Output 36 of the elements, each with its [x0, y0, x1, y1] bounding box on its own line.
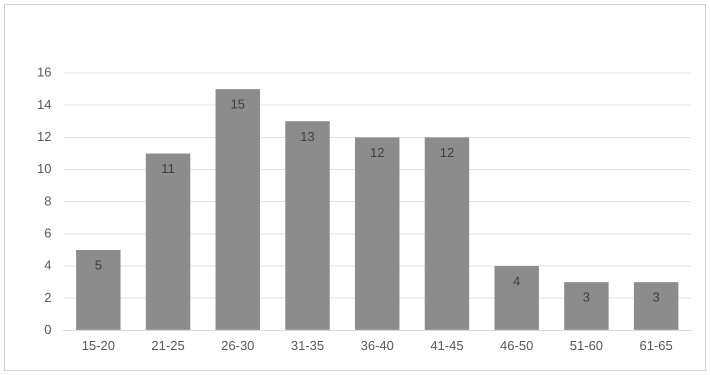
data-label: 12 — [370, 144, 384, 160]
y-tick-label: 4 — [44, 258, 52, 273]
y-tick-label: 6 — [44, 225, 52, 240]
x-tick-label: 46-50 — [500, 338, 534, 353]
x-tick-label: 51-60 — [570, 338, 604, 353]
bar — [285, 121, 330, 330]
x-tick-label: 36-40 — [360, 338, 394, 353]
y-tick-label: 16 — [36, 64, 52, 80]
bar — [216, 89, 260, 330]
x-tick-label: 31-35 — [290, 338, 324, 353]
data-label: 15 — [230, 96, 246, 112]
bar — [564, 282, 609, 330]
bar — [424, 137, 470, 330]
y-tick-label: 2 — [44, 290, 52, 305]
data-label: 11 — [161, 161, 175, 176]
y-tick-label: 0 — [44, 322, 52, 337]
data-label: 3 — [652, 290, 660, 305]
y-tick-label: 14 — [36, 96, 52, 112]
x-tick-label: 26-30 — [221, 338, 254, 353]
data-label: 3 — [582, 290, 590, 305]
bar — [494, 266, 539, 330]
data-label: 4 — [513, 274, 520, 289]
bar — [355, 137, 400, 330]
x-tick-label: 41-45 — [430, 338, 464, 353]
y-tick-label: 8 — [44, 193, 52, 208]
bar — [634, 282, 678, 330]
bar — [76, 250, 121, 330]
y-tick-label: 10 — [36, 161, 52, 176]
x-tick-label: 61-65 — [640, 338, 673, 353]
data-label: 5 — [94, 258, 102, 273]
y-tick-label: 12 — [36, 128, 52, 144]
bar — [146, 153, 190, 330]
data-label: 13 — [300, 128, 315, 144]
x-tick-label: 15-20 — [82, 338, 115, 353]
data-label: 12 — [440, 144, 454, 160]
x-tick-label: 21-25 — [151, 338, 185, 353]
